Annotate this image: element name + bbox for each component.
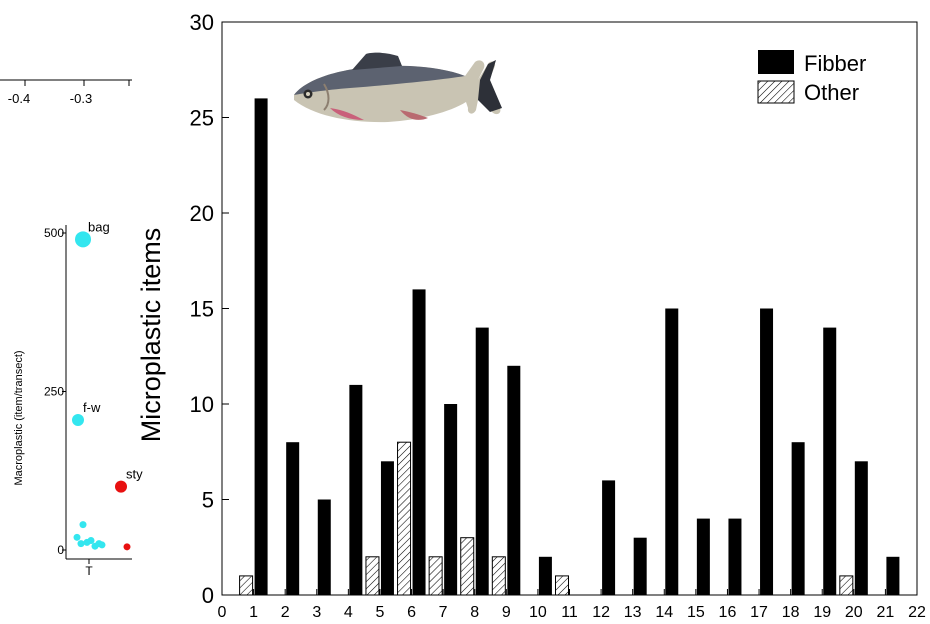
- x-tick-label: 4: [344, 604, 353, 621]
- scatter-point: [91, 542, 99, 550]
- bar-fibber: [665, 308, 679, 595]
- bar-fibber: [380, 461, 394, 595]
- legend-swatch-fibber: [758, 50, 794, 74]
- bar-fibber: [286, 442, 300, 595]
- x-tick-label: 6: [407, 604, 416, 621]
- scatter-point: [77, 540, 85, 548]
- y-tick-label: 30: [190, 10, 214, 35]
- x-tick-label: 21: [877, 604, 895, 621]
- y-tick-label: 25: [190, 106, 214, 131]
- scatter-point-label: bag: [88, 219, 110, 234]
- y-tick-label: 15: [190, 297, 214, 322]
- bar-other: [839, 575, 854, 596]
- x-tick-label: 1: [249, 604, 258, 621]
- x-tick-label: 20: [845, 604, 863, 621]
- fragment-tick-label: -0.3: [70, 91, 92, 106]
- bar-fibber: [760, 308, 774, 595]
- scatter-point: [123, 543, 131, 551]
- scatter-point-label: sty: [126, 467, 143, 482]
- legend-label-other: Other: [804, 80, 859, 105]
- bar-fibber: [791, 442, 805, 595]
- bar-other: [428, 556, 443, 596]
- x-tick-label: 14: [655, 604, 673, 621]
- y-tick-label: 0: [202, 583, 214, 608]
- bar-fibber: [538, 556, 552, 595]
- x-tick-label: 7: [439, 604, 448, 621]
- bar-fibber: [602, 480, 616, 595]
- x-tick-label: 19: [813, 604, 831, 621]
- x-tick-label: 13: [624, 604, 642, 621]
- bar-fibber: [886, 556, 900, 595]
- scatter-y-axis-label: Macroplastic (item/transect): [13, 350, 25, 485]
- scatter-point-label: f-w: [83, 400, 101, 415]
- x-tick-label: 16: [719, 604, 737, 621]
- bar-fibber: [696, 518, 710, 595]
- bar-fibber: [317, 499, 331, 595]
- bar-fibber: [633, 537, 647, 595]
- x-tick-label: 10: [529, 604, 547, 621]
- chart-legend: Fibber Other: [757, 50, 866, 105]
- x-tick-label: 2: [281, 604, 290, 621]
- bar-fibber: [823, 327, 837, 595]
- bar-other: [460, 537, 475, 596]
- bar-fibber: [412, 289, 426, 595]
- scatter-y-tick-label: 250: [44, 385, 64, 399]
- y-tick-label: 20: [190, 201, 214, 226]
- bar-fibber: [507, 365, 521, 595]
- x-tick-label: 5: [376, 604, 385, 621]
- bar-y-axis-label: Microplastic items: [136, 228, 166, 443]
- x-tick-label: 8: [470, 604, 479, 621]
- scatter-point: [115, 480, 127, 493]
- scatter-y-tick-label: 0: [57, 543, 64, 557]
- bar-other: [555, 575, 569, 596]
- y-tick-label: 10: [190, 392, 214, 417]
- macroplastic-scatter-panel: Macroplastic (item/transect) T 0 250 500 b…: [13, 219, 143, 578]
- bar-other: [491, 556, 506, 596]
- bar-fibber: [254, 98, 268, 596]
- x-tick-label: 18: [782, 604, 800, 621]
- bar-fibber: [728, 518, 742, 595]
- x-tick-label: 22: [908, 604, 926, 621]
- scatter-x-tick-label: T: [85, 564, 93, 578]
- x-tick-label: 11: [561, 604, 578, 621]
- scatter-point: [75, 231, 91, 248]
- scatter-y-tick-label: 500: [44, 226, 64, 240]
- x-tick-label: 3: [312, 604, 321, 621]
- x-tick-label: 9: [502, 604, 511, 621]
- scatter-point: [98, 541, 106, 549]
- bar-fibber: [854, 461, 868, 595]
- legend-swatch-other: [757, 80, 795, 104]
- top-left-axis-fragment: -0.4 -0.3: [0, 79, 132, 106]
- bar-other: [239, 575, 254, 596]
- bar-other: [365, 556, 380, 596]
- bar-other: [397, 441, 412, 596]
- fragment-tick-label: -0.4: [8, 91, 30, 106]
- scatter-point: [79, 521, 87, 529]
- bar-fibber: [475, 327, 489, 595]
- scatter-point: [83, 538, 91, 546]
- x-tick-label: 12: [592, 604, 610, 621]
- bar-fibber: [444, 404, 458, 595]
- x-tick-label: 15: [687, 604, 705, 621]
- legend-label-fibber: Fibber: [804, 51, 866, 76]
- fish-photo: [294, 52, 502, 123]
- scatter-point: [73, 533, 81, 541]
- bar-fibber: [349, 384, 363, 595]
- x-tick-label: 0: [218, 604, 227, 621]
- y-tick-label: 5: [202, 488, 214, 513]
- x-tick-label: 17: [750, 604, 768, 621]
- scatter-point: [72, 414, 84, 427]
